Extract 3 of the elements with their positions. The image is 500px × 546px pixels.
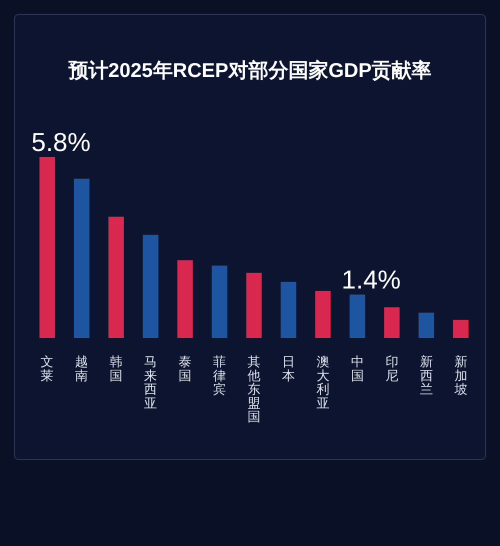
annotation: 1.4% xyxy=(342,264,401,295)
annotation: 5.8% xyxy=(31,127,91,157)
title: 预计2025年RCEP对部分国家GDP贡献率 xyxy=(68,60,432,82)
